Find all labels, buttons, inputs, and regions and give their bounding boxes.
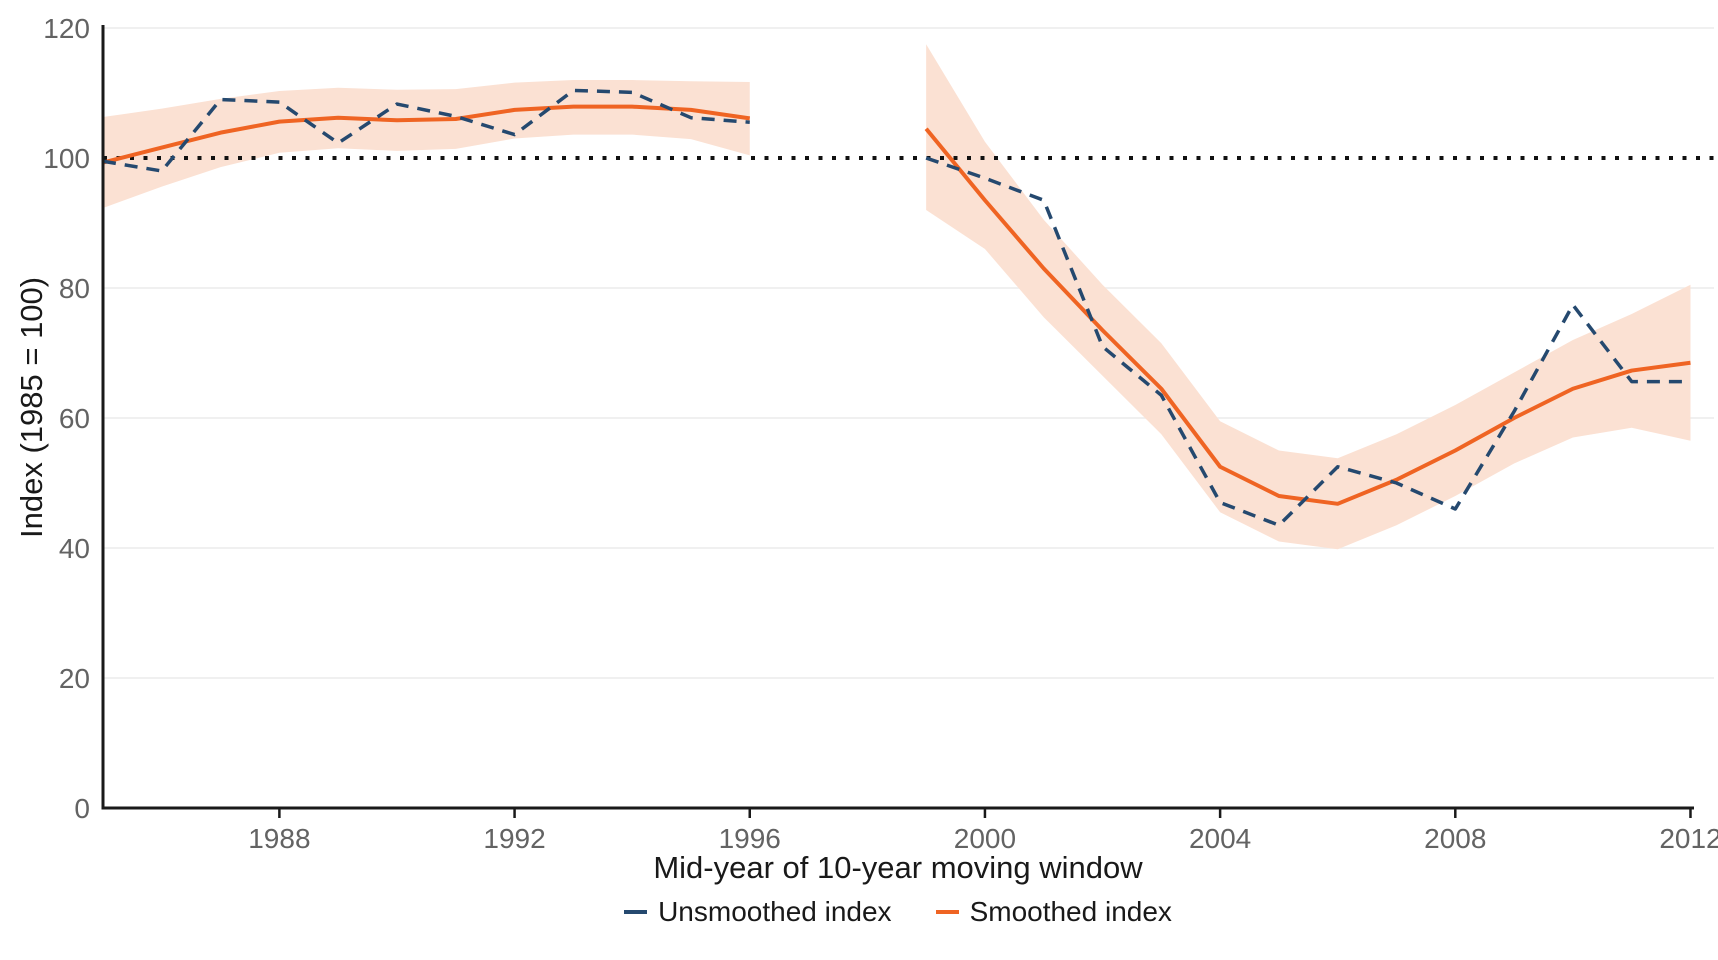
legend: Unsmoothed index Smoothed index: [103, 898, 1693, 926]
unsmoothed-line-key-icon: [624, 910, 648, 914]
legend-item-unsmoothed: Unsmoothed index: [624, 896, 892, 927]
y-tick-label-80: 80: [59, 273, 90, 304]
y-tick-label-0: 0: [74, 793, 90, 824]
smoothed-confidence-band-1999-2012: [926, 44, 1691, 550]
y-tick-label-40: 40: [59, 533, 90, 564]
x-tick-label-1992: 1992: [483, 823, 545, 854]
y-tick-label-100: 100: [43, 143, 90, 174]
y-axis-title: Index (1985 = 100): [14, 276, 49, 538]
legend-item-smoothed: Smoothed index: [935, 896, 1172, 927]
smoothed-line-key-icon: [935, 910, 959, 914]
x-tick-label-2012: 2012: [1659, 823, 1718, 854]
x-tick-label-2000: 2000: [954, 823, 1016, 854]
unsmoothed-index-1985-1996: [102, 88, 750, 173]
y-tick-label-60: 60: [59, 403, 90, 434]
x-tick-label-1988: 1988: [248, 823, 310, 854]
legend-label-unsmoothed: Unsmoothed index: [658, 896, 892, 927]
legend-label-smoothed: Smoothed index: [969, 896, 1172, 927]
x-tick-label-2004: 2004: [1189, 823, 1251, 854]
x-axis-title: Mid-year of 10-year moving window: [653, 850, 1143, 885]
smoothed-confidence-band-1985-1996: [103, 80, 750, 209]
y-tick-label-120: 120: [43, 13, 90, 44]
chart-canvas: 1988 1992 1996 2000 2004 2008 2012 0 20 40 60 80 100…: [43, 13, 1718, 854]
x-tick-label-2008: 2008: [1424, 823, 1486, 854]
x-tick-label-1996: 1996: [719, 823, 781, 854]
y-tick-label-20: 20: [59, 663, 90, 694]
smoothed-index-1999-2012: [924, 127, 1691, 506]
smoothed-index-1985-1996: [102, 104, 751, 165]
